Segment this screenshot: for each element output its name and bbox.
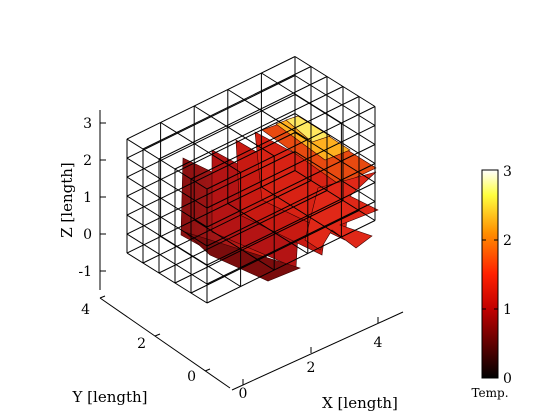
grid-line [160, 236, 241, 287]
grid-line [206, 144, 376, 228]
z-tick-labels: 3 2 1 0 -1 [78, 116, 92, 280]
colorbar-tick-label: 3 [503, 164, 512, 180]
grid-line [206, 163, 376, 247]
grid-line [261, 186, 342, 238]
z-tick-label: -1 [78, 264, 92, 280]
grid-line [294, 113, 376, 164]
colorbar: 3 2 1 0 Temp. [471, 164, 511, 400]
axes [99, 110, 404, 391]
x-axis-label: X [length] [322, 394, 398, 412]
colorbar-ticks [482, 239, 498, 310]
grid-line [206, 220, 376, 304]
grid-line [126, 157, 208, 209]
slice-top-hottest [285, 115, 331, 143]
grid-line [174, 200, 344, 284]
grid-line [126, 233, 208, 285]
grid-line [206, 106, 376, 190]
colorbar-tick-label: 2 [503, 233, 512, 249]
grid-line [294, 132, 376, 183]
z-tick-label: 1 [83, 190, 92, 206]
grid-line [158, 76, 328, 160]
grid-line [190, 96, 360, 180]
grid-line [294, 94, 376, 145]
z-tick-label: 0 [83, 227, 92, 243]
z-tick-label: 3 [83, 116, 92, 132]
grid-line [206, 182, 376, 266]
grid-line [193, 219, 275, 271]
grid-line [227, 89, 309, 140]
grid-line [294, 75, 376, 126]
x-tick-label: 2 [307, 360, 316, 376]
axis-tick [204, 368, 211, 372]
x-tick-label: 0 [239, 386, 248, 402]
y-axis-label: Y [length] [72, 388, 148, 406]
axis-tick [154, 333, 161, 337]
grid-line [294, 151, 376, 202]
grid-line [126, 94, 296, 178]
grid-line [126, 132, 296, 216]
grid-line [206, 125, 376, 209]
grid-line [174, 86, 344, 170]
grid-line [294, 56, 376, 107]
y-axis-line [99, 297, 231, 389]
grid-line [126, 170, 296, 254]
colorbar-title: Temp. [471, 386, 508, 400]
axis-tick [99, 295, 106, 299]
grid-line [126, 138, 208, 190]
x-tick-labels: 0 2 4 [239, 335, 383, 402]
colorbar-tick-label: 0 [503, 371, 512, 387]
grid-line [294, 170, 376, 221]
grid-line [126, 151, 296, 235]
y-tick-labels: 4 2 0 [81, 302, 196, 385]
grid-line [126, 252, 208, 304]
z-axis-label: Z [length] [58, 162, 76, 238]
grid-line [126, 56, 296, 140]
colorbar-tick-label: 1 [503, 302, 512, 318]
slice-floor [184, 231, 301, 282]
grid-line [227, 203, 309, 254]
y-tick-label: 2 [137, 336, 146, 352]
colorbar-gradient [481, 169, 499, 379]
y-tick-label: 0 [187, 369, 196, 385]
x-axis-line [231, 311, 404, 391]
grid-line [126, 113, 296, 197]
grid-line [126, 176, 208, 228]
grid-line [142, 66, 312, 150]
tick-marks [99, 122, 379, 385]
grid-line [160, 122, 241, 173]
grid-line [126, 195, 208, 247]
y-tick-label: 4 [81, 302, 90, 318]
grid-line [190, 210, 360, 294]
grid-line [193, 105, 275, 157]
x-tick-label: 4 [374, 335, 383, 351]
grid-line [142, 180, 312, 264]
z-tick-label: 2 [83, 153, 92, 169]
wireframe-grid [126, 56, 376, 304]
grid-line [158, 190, 328, 274]
